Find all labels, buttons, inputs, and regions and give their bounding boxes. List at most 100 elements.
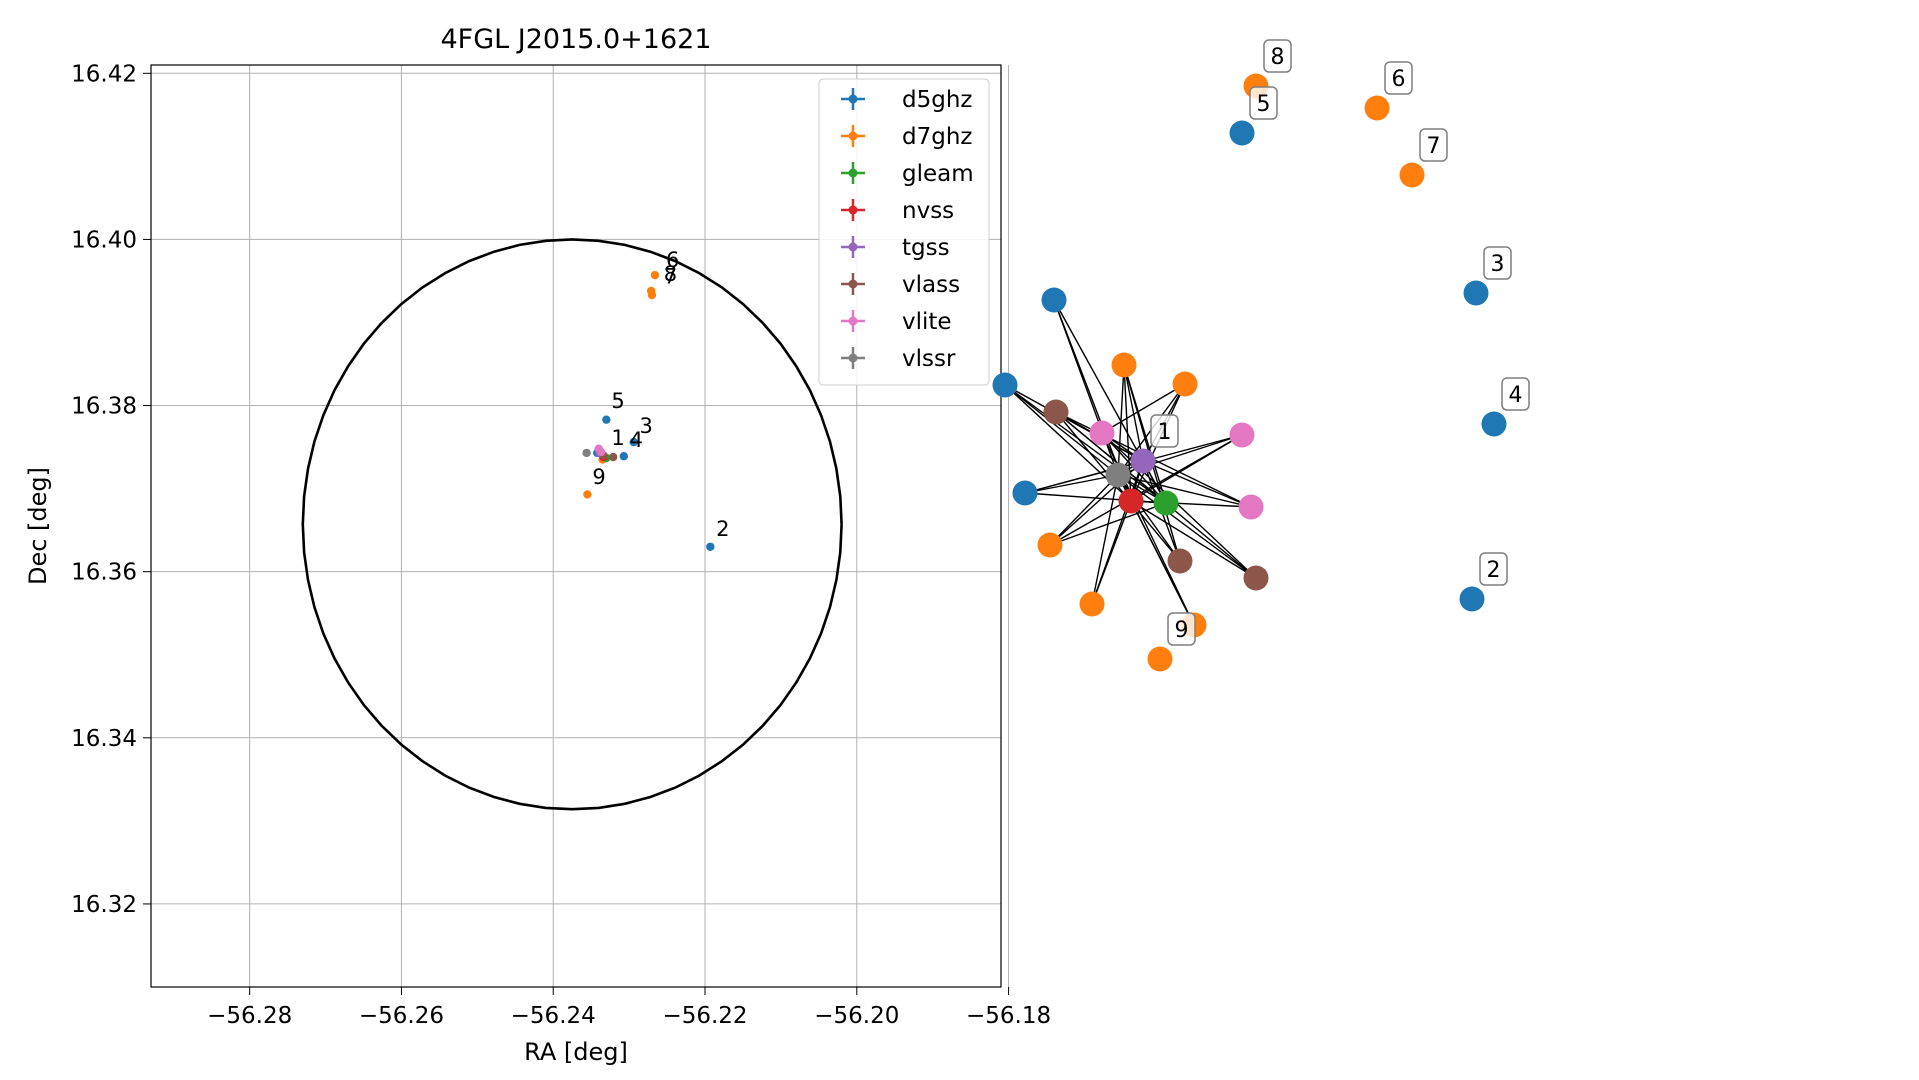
graph-label: 8 [1271,45,1285,70]
graph-node [1229,422,1255,448]
legend-marker-d7ghz [848,131,858,141]
graph-node [1238,494,1264,520]
legend-marker-nvss [848,205,858,215]
graph-edge [1142,460,1252,508]
legend-label-gleam: gleam [902,161,974,187]
graph-node [1111,352,1137,378]
graph-edge [1049,474,1119,546]
graph-node [1089,420,1115,446]
graph-label: 3 [1491,252,1505,277]
graph-label: 2 [1487,558,1501,583]
graph-edge [1130,434,1243,502]
graph-node [1153,490,1179,516]
legend-label-vlite: vlite [902,309,952,335]
point-d7ghz [650,270,660,280]
point-d5ghz [629,437,638,447]
legend-label-d7ghz: d7ghz [902,124,972,150]
point-annotation: 8 [664,262,677,286]
point-annotation: 3 [639,414,652,438]
point-annotation: 7 [664,265,677,289]
legend-label-tgss: tgss [902,235,950,261]
legend-label-vlass: vlass [902,272,960,298]
y-tick-label: 16.32 [71,892,137,918]
error-ellipse-layer [301,238,843,811]
graph-label-box [1483,246,1512,280]
y-tick-label: 16.34 [71,726,137,752]
y-tick-label: 16.38 [71,394,137,420]
chart-title: 4FGL J2015.0+1621 [440,24,711,55]
graph-label: 9 [1175,618,1189,643]
legend-label-d5ghz: d5ghz [902,87,972,113]
graph-node [1012,480,1038,506]
y-tick-label: 16.42 [71,61,137,87]
graph-edge [1004,384,1119,476]
graph-node [1481,411,1507,437]
graph-edge [1091,474,1119,605]
graph-nodes [992,73,1507,672]
legend-box [818,78,990,386]
graph-node [1167,548,1193,574]
graph-edge [1101,383,1186,434]
point-vlssr [582,448,591,458]
point-d5ghz [619,452,629,461]
legend-marker-vlssr [848,353,858,363]
graph-edge [1101,432,1257,579]
point-annotation: 9 [592,465,605,489]
graph-edge [1130,500,1257,579]
graph-node-labels: 1 2 3 4 5 6 7 8 9 [1150,39,1530,646]
graph-edge [1117,474,1252,508]
graph-node [1463,280,1489,306]
graph-label-box [1167,612,1196,646]
point-annotation: 5 [611,389,624,413]
graph-label: 5 [1257,92,1271,117]
grid-lines [151,65,1010,987]
point-vlite [594,444,603,453]
graph-label: 4 [1509,383,1523,408]
point-d5ghz [706,542,715,551]
graph-label-box [1150,414,1179,448]
data-points-layer [582,270,715,551]
point-annotation: 1 [611,426,624,450]
point-annotation: 4 [630,428,643,452]
point-annotation: 2 [716,517,729,541]
graph-node [1364,95,1390,121]
x-axis-label: RA [deg] [524,1038,628,1066]
graph-node [1105,462,1131,488]
graph-node [1172,371,1198,397]
graph-label-box [1249,86,1278,120]
error-circle [301,238,843,811]
graph-node [1118,488,1144,514]
graph-label: 6 [1392,67,1406,92]
legend-marker-d5ghz [848,94,858,104]
x-tick-label: −56.28 [207,1003,292,1029]
graph-label: 1 [1158,420,1172,445]
legend-marker-gleam [848,168,858,178]
graph-edge [1024,474,1119,494]
point-d5ghz [602,415,611,424]
graph-node [1043,399,1069,425]
graph-node [992,372,1018,398]
graph-edges [1004,299,1257,626]
x-tick-label: −56.18 [966,1003,1051,1029]
y-axis-label: Dec [deg] [24,467,52,585]
graph-label: 7 [1427,134,1441,159]
legend: d5ghz d7ghz gleam nvss tgss vlass vlite vlssr [818,78,990,386]
graph-label-box [1384,61,1413,95]
point-d7ghz [583,490,592,499]
graph-node [1399,162,1425,188]
graph-node [1229,120,1255,146]
point-vlass [608,452,618,462]
graph-node [1041,287,1067,313]
graph-label-box [1479,552,1508,586]
x-tick-label: −56.24 [511,1003,596,1029]
x-tick-label: −56.20 [814,1003,899,1029]
graph-node [1459,586,1485,612]
legend-marker-vlite [848,316,858,326]
graph-label-box [1419,128,1448,162]
point-annotation: 6 [666,248,679,272]
graph-label-box [1263,39,1292,73]
crossmatch-network-graph: 1 2 3 4 5 6 7 8 9 [992,39,1530,672]
